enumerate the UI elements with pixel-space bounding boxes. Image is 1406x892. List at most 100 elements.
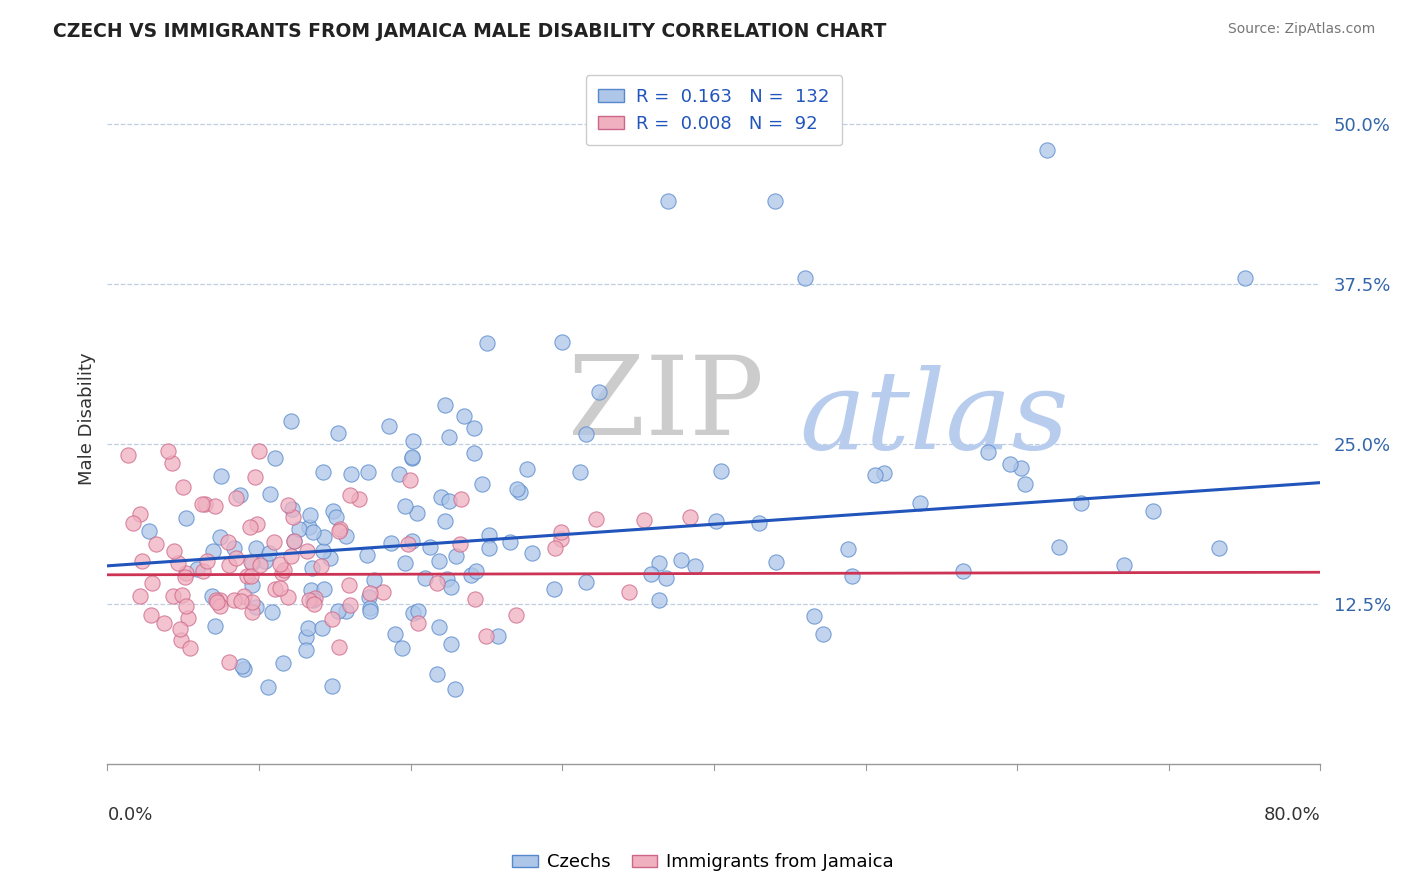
Point xyxy=(298,592,321,607)
Point xyxy=(908,496,931,510)
Point xyxy=(240,578,263,592)
Y-axis label: Male Disability: Male Disability xyxy=(79,352,96,485)
Point xyxy=(218,558,240,572)
Point xyxy=(568,465,591,479)
Legend: Czechs, Immigrants from Jamaica: Czechs, Immigrants from Jamaica xyxy=(505,847,901,879)
Point xyxy=(283,534,305,549)
Point xyxy=(259,487,281,501)
Point xyxy=(1070,495,1092,509)
Point xyxy=(141,576,163,591)
Point xyxy=(1233,270,1256,285)
Point xyxy=(683,559,706,574)
Point xyxy=(359,590,381,604)
Point xyxy=(245,541,267,555)
Point xyxy=(506,483,529,497)
Point xyxy=(209,599,232,613)
Point xyxy=(426,666,449,681)
Point xyxy=(283,534,305,549)
Point xyxy=(277,499,299,513)
Point xyxy=(516,462,538,476)
Point xyxy=(269,557,291,571)
Point xyxy=(401,450,423,465)
Point xyxy=(191,564,214,578)
Point xyxy=(129,507,152,521)
Point xyxy=(679,509,702,524)
Point xyxy=(328,524,350,538)
Point xyxy=(328,640,350,654)
Point xyxy=(191,497,214,511)
Point xyxy=(648,593,671,607)
Point xyxy=(505,607,527,622)
Point xyxy=(281,509,304,524)
Point xyxy=(475,629,498,643)
Point xyxy=(371,585,394,599)
Point xyxy=(413,571,436,585)
Point xyxy=(763,194,786,208)
Point xyxy=(617,585,640,599)
Point xyxy=(302,592,325,607)
Point xyxy=(704,514,727,528)
Point xyxy=(339,577,361,591)
Point xyxy=(295,544,318,558)
Point xyxy=(298,520,321,534)
Point xyxy=(217,534,239,549)
Point xyxy=(325,510,347,524)
Point xyxy=(257,545,280,559)
Point xyxy=(811,627,834,641)
Point xyxy=(233,589,256,603)
Point xyxy=(314,582,336,597)
Point xyxy=(1036,143,1059,157)
Point xyxy=(486,629,509,643)
Point xyxy=(863,467,886,482)
Point xyxy=(359,601,381,615)
Point xyxy=(172,480,194,494)
Point xyxy=(163,543,186,558)
Point xyxy=(280,549,302,563)
Text: 0.0%: 0.0% xyxy=(107,805,153,823)
Point xyxy=(396,537,419,551)
Point xyxy=(179,641,201,656)
Point xyxy=(499,535,522,549)
Point xyxy=(426,576,449,591)
Point xyxy=(437,494,460,508)
Point xyxy=(240,556,263,570)
Point xyxy=(298,508,321,522)
Point xyxy=(357,466,380,480)
Point xyxy=(335,529,357,543)
Point xyxy=(247,443,270,458)
Point xyxy=(340,467,363,481)
Point xyxy=(1000,457,1022,471)
Point xyxy=(232,662,254,676)
Point xyxy=(195,554,218,568)
Point xyxy=(204,499,226,513)
Point xyxy=(173,570,195,584)
Point xyxy=(322,503,344,517)
Point xyxy=(302,597,325,611)
Point xyxy=(254,554,277,568)
Point xyxy=(174,566,197,581)
Point xyxy=(363,574,385,588)
Point xyxy=(311,621,333,635)
Point xyxy=(301,561,323,575)
Point xyxy=(205,595,228,609)
Point xyxy=(841,568,863,582)
Point xyxy=(295,630,318,644)
Point xyxy=(240,605,263,619)
Point xyxy=(380,536,402,550)
Point xyxy=(297,621,319,635)
Point xyxy=(138,524,160,538)
Point xyxy=(245,517,267,532)
Point xyxy=(359,604,381,618)
Point xyxy=(201,544,224,558)
Point xyxy=(803,608,825,623)
Point xyxy=(402,434,425,448)
Point xyxy=(264,451,287,466)
Point xyxy=(449,537,471,551)
Point xyxy=(437,430,460,444)
Point xyxy=(326,425,349,440)
Point xyxy=(243,469,266,483)
Point xyxy=(240,554,263,568)
Text: 80.0%: 80.0% xyxy=(1264,805,1320,823)
Point xyxy=(463,421,485,435)
Point xyxy=(463,446,485,460)
